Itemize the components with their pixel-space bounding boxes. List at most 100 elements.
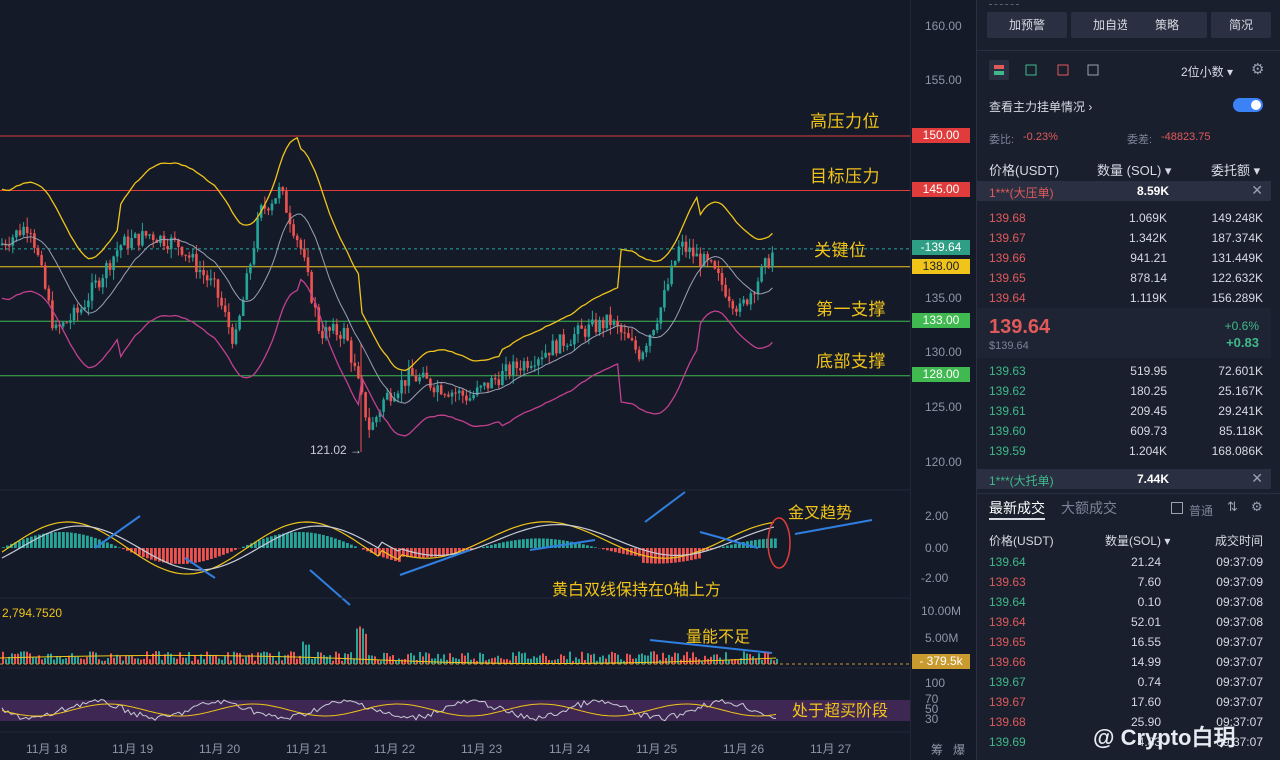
- candle-body: [627, 333, 630, 339]
- volume-bar: [341, 660, 343, 664]
- settings-icon[interactable]: ⚙: [1251, 61, 1265, 78]
- trade-price: 139.69: [989, 735, 1026, 749]
- row-price: 139.59: [989, 444, 1026, 458]
- candle-body: [216, 279, 220, 298]
- candle-body: [580, 325, 583, 329]
- price-tag-150: 150.00: [912, 128, 970, 143]
- trade-col-qty[interactable]: 数量(SOL) ▾: [1105, 534, 1171, 548]
- divider: [989, 4, 1019, 5]
- candle-body: [285, 191, 288, 213]
- volume-bar: [671, 656, 673, 664]
- orderbook-both-icon[interactable]: [989, 60, 1009, 80]
- candle-body: [558, 334, 562, 354]
- row-qty: 609.73: [1130, 424, 1167, 438]
- candle-body: [378, 411, 382, 417]
- bid-row[interactable]: 139.62 180.25 25.167K: [977, 381, 1271, 401]
- chips-button[interactable]: 筹: [931, 743, 944, 757]
- candle-body: [65, 322, 69, 324]
- volume-bar: [329, 655, 331, 664]
- macd-bar: [402, 548, 405, 557]
- tab-large-trades[interactable]: 大额成交: [1061, 500, 1117, 516]
- chart-area[interactable]: 高压力位 目标压力 关键位 第一支撑 底部支撑 121.02 → 金叉趋势 黄白…: [0, 0, 910, 760]
- trade-time: 09:37:08: [1216, 615, 1263, 629]
- volume-bar: [35, 657, 37, 664]
- macd-bar: [578, 543, 581, 548]
- candle-body: [439, 385, 443, 395]
- volume-bar: [392, 655, 394, 664]
- candle-body: [688, 247, 691, 252]
- volume-bar: [191, 660, 193, 664]
- col-qty-header[interactable]: 数量 (SOL) ▾: [1097, 163, 1172, 178]
- settings-icon[interactable]: ⚙: [1251, 499, 1263, 514]
- volume-bar: [248, 654, 250, 664]
- trade-price: 139.67: [989, 675, 1026, 689]
- liquidation-button[interactable]: 爆: [953, 743, 966, 757]
- add-alert-button[interactable]: 加预警: [987, 12, 1067, 38]
- candle-body: [407, 368, 411, 386]
- volume-bar: [290, 651, 292, 664]
- price-axis[interactable]: 160.00 155.00 150.00 145.00 - 139.64 138…: [910, 0, 973, 760]
- volume-bar: [473, 658, 475, 664]
- normal-checkbox[interactable]: [1171, 502, 1183, 514]
- bid-row[interactable]: 139.61 209.45 29.241K: [977, 401, 1271, 421]
- volume-bar: [443, 654, 445, 664]
- candle-body: [594, 319, 598, 333]
- volume-bar: [740, 658, 742, 664]
- macd-bar: [246, 544, 249, 548]
- volume-bar: [662, 652, 664, 664]
- bid-row[interactable]: 139.59 1.204K 168.086K: [977, 441, 1271, 461]
- orderbook-asks-icon[interactable]: [1053, 60, 1073, 80]
- trade-row: 139.64 0.10 09:37:08: [977, 592, 1271, 612]
- candlestick-chart[interactable]: [0, 0, 910, 760]
- orderbook-bids-icon[interactable]: [1021, 60, 1041, 80]
- col-total-header[interactable]: 委托额 ▾: [1211, 163, 1261, 178]
- price-tick: 160.00: [925, 19, 962, 33]
- candle-body: [360, 378, 364, 393]
- trade-row: 139.64 21.24 09:37:09: [977, 552, 1271, 572]
- macd-bar: [50, 532, 53, 548]
- candle-body: [94, 280, 97, 283]
- volume-bar: [605, 658, 607, 664]
- tab-latest-trades[interactable]: 最新成交: [989, 500, 1045, 516]
- trade-qty: 7.60: [1137, 575, 1161, 589]
- macd-bar: [482, 546, 485, 548]
- macd-bar: [2, 547, 5, 548]
- close-icon[interactable]: ✕: [1251, 470, 1263, 486]
- bid-row[interactable]: 139.63 519.95 72.601K: [977, 361, 1271, 381]
- overview-button[interactable]: 简况: [1211, 12, 1271, 38]
- filter-icon[interactable]: ⇅: [1227, 499, 1238, 514]
- ask-row[interactable]: 139.68 1.069K 149.248K: [977, 208, 1271, 228]
- macd-bar: [638, 548, 641, 557]
- main-orders-toggle[interactable]: [1233, 98, 1263, 112]
- macd-bar: [490, 544, 493, 548]
- ask-row[interactable]: 139.67 1.342K 187.374K: [977, 228, 1271, 248]
- ask-row[interactable]: 139.66 941.21 131.449K: [977, 248, 1271, 268]
- macd-bar: [318, 534, 321, 548]
- volume-bar: [77, 656, 79, 664]
- ask-row[interactable]: 139.65 878.14 122.632K: [977, 268, 1271, 288]
- close-icon[interactable]: ✕: [1251, 182, 1263, 198]
- macd-bar: [366, 548, 369, 552]
- candle-body: [177, 239, 180, 247]
- decimals-select[interactable]: 2位小数 ▾: [1181, 65, 1234, 79]
- bid-row[interactable]: 139.60 609.73 85.118K: [977, 421, 1271, 441]
- macd-bar: [438, 548, 441, 557]
- macd-bar: [234, 548, 237, 550]
- macd-bar: [534, 538, 537, 548]
- ask-row[interactable]: 139.64 1.119K 156.289K: [977, 288, 1271, 308]
- main-orders-link[interactable]: 查看主力挂单情况 ›: [989, 100, 1093, 114]
- volume-bar: [587, 653, 589, 664]
- volume-bar: [50, 653, 52, 664]
- strategy-button[interactable]: 策略: [1127, 12, 1207, 38]
- candle-body: [587, 324, 591, 337]
- big-bid-row[interactable]: 1***(大托单) 7.44K ✕: [977, 469, 1271, 489]
- candle-body: [767, 258, 771, 268]
- current-price-tag: - 139.64: [912, 240, 970, 255]
- candle-body: [7, 245, 11, 247]
- volume-bar: [287, 654, 289, 664]
- orderbook-trades-icon[interactable]: [1083, 60, 1103, 80]
- trade-qty: 17.60: [1130, 695, 1161, 709]
- volume-bar: [668, 654, 670, 664]
- big-ask-row[interactable]: 1***(大压单) 8.59K ✕: [977, 181, 1271, 201]
- candle-body: [389, 392, 393, 402]
